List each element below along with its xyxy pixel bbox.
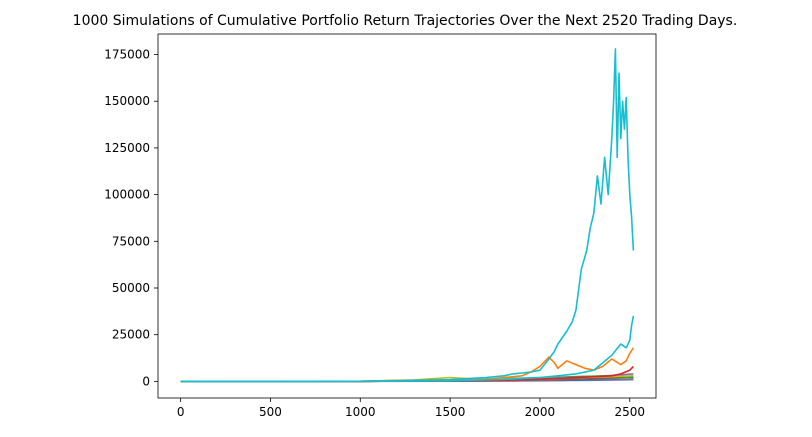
x-axis: 0 500 1000 1500 2000 2500 — [177, 398, 645, 419]
x-tick-label: 2000 — [525, 405, 556, 419]
y-tick-label: 150000 — [104, 94, 150, 108]
series-line-1 — [180, 315, 635, 383]
y-tick-label: 0 — [142, 374, 150, 388]
y-tick-label: 25000 — [112, 328, 150, 342]
y-tick-label: 75000 — [112, 234, 150, 248]
y-tick-label: 125000 — [104, 141, 150, 155]
x-tick-label: 0 — [177, 405, 185, 419]
x-tick-label: 500 — [259, 405, 282, 419]
chart-title: 1000 Simulations of Cumulative Portfolio… — [73, 13, 738, 29]
plot-frame — [157, 33, 657, 399]
y-tick-label: 175000 — [104, 48, 150, 62]
y-axis: 0 25000 50000 75000 100000 125000 150000 175000 — [104, 48, 158, 388]
series-line-0 — [180, 48, 635, 383]
y-tick-label: 100000 — [104, 188, 150, 202]
x-tick-label: 1500 — [435, 405, 466, 419]
x-tick-label: 2500 — [614, 405, 645, 419]
plot-area — [180, 48, 635, 383]
y-tick-label: 50000 — [112, 281, 150, 295]
x-tick-label: 1000 — [345, 405, 376, 419]
